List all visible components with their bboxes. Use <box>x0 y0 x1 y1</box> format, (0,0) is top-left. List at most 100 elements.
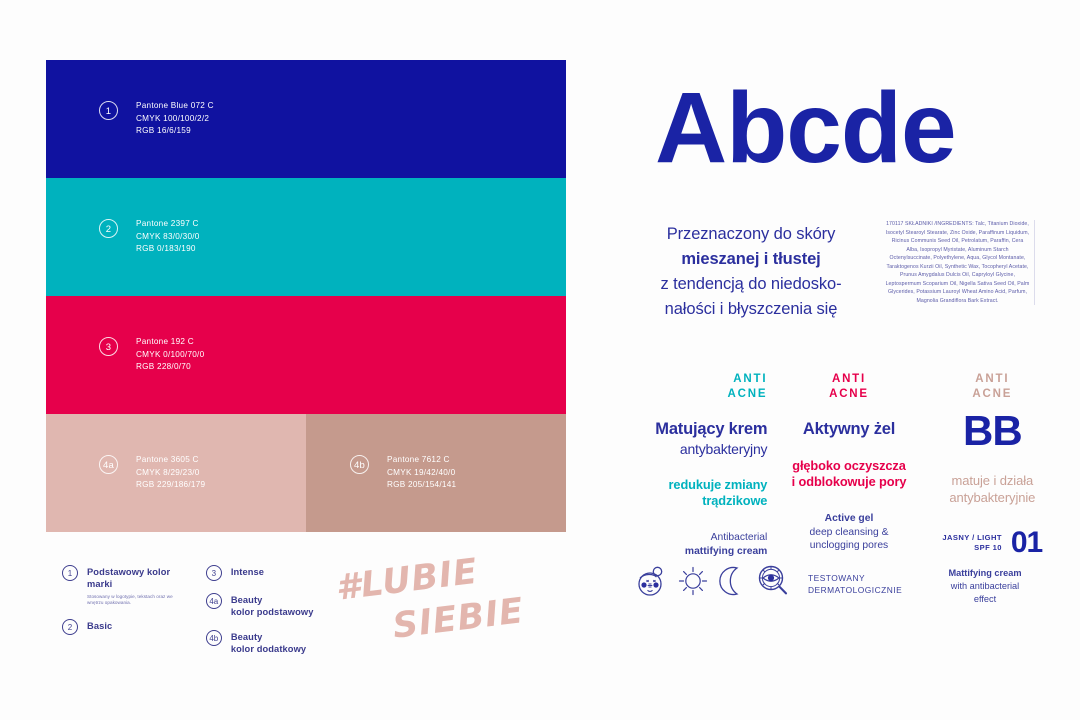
description-line-4: nałości i błyszczenia się <box>664 300 838 318</box>
swatch-badge: 3 <box>99 337 118 357</box>
swatch-pantone-3605: 4a Pantone 3605 C CMYK 8/29/23/0 RGB 229… <box>46 414 306 532</box>
moon-icon <box>718 565 746 602</box>
eyebrow-line-2: ACNE <box>727 387 768 400</box>
legend-sublabel: Stosowany w logotypie, tekstach oraz we … <box>87 594 173 606</box>
product-title-bold: Aktywny żel <box>802 420 896 438</box>
product-column-mattifying-cream: ANTI ACNE Matujący krem antybakteryjny r… <box>624 372 777 558</box>
swatch-cmyk: CMYK 83/0/30/0 <box>136 231 200 241</box>
legend-item-primary: 1 Podstawowy kolor marki Stosowany w log… <box>62 565 190 607</box>
swatch-pantone: Pantone Blue 072 C <box>136 101 214 111</box>
footer-claim-line-2: with antibacterial <box>950 581 1020 591</box>
legend-badge: 3 <box>205 565 222 581</box>
eyebrow-anti-acne: ANTI ACNE <box>624 372 767 401</box>
swatch-rgb: RGB 16/6/159 <box>136 126 191 136</box>
product-en-line-2: deep cleansing & <box>809 526 889 538</box>
swatch-pantone: Pantone 2397 C <box>136 219 199 229</box>
product-column-active-gel: ANTI ACNE Aktywny żel głęboko oczyszcza … <box>777 372 920 558</box>
description-line-1: Przeznaczony do skóry <box>666 225 836 243</box>
legend-label-line2: kolor dodatkowy <box>230 644 307 654</box>
swatch-rgb: RGB 205/154/141 <box>387 480 457 490</box>
product-claim-line-2: trądzikowe <box>702 493 768 508</box>
product-description: Przeznaczony do skóry mieszanej i tłuste… <box>636 222 866 322</box>
legend-item-beauty-secondary: 4b Beauty kolor dodatkowy <box>205 630 322 655</box>
swatch-rgb: RGB 228/0/70 <box>136 362 191 372</box>
product-en-line-1: Antibacterial <box>710 532 768 543</box>
product-column-bb-cream: ANTI ACNE BB matuje i działa antybaktery… <box>921 372 1064 558</box>
tested-line-1: TESTOWANY <box>808 572 866 583</box>
product-title-light: antybakteryjny <box>679 441 768 457</box>
product-variants-row: ANTI ACNE Matujący krem antybakteryjny r… <box>624 372 1064 558</box>
eyebrow-anti-acne: ANTI ACNE <box>777 372 920 401</box>
swatch-badge: 4b <box>350 455 369 475</box>
legend-badge: 2 <box>62 618 78 635</box>
swatch-rgb: RGB 0/183/190 <box>136 244 196 254</box>
product-claim: głęboko oczyszcza i odblokowuje pory <box>777 458 920 490</box>
swatch-cmyk: CMYK 8/29/23/0 <box>136 467 200 477</box>
legend-label: Basic <box>87 620 113 631</box>
legend-item-intense: 3 Intense <box>205 565 322 581</box>
product-title-bold: Matujący krem <box>655 420 768 438</box>
legend-badge: 4a <box>205 593 222 609</box>
product-claim-english: Antibacterial mattifying cream <box>624 531 767 558</box>
product-claim: matuje i działa antybakteryjnie <box>921 472 1064 506</box>
swatch-pantone-7612: 4b Pantone 7612 C CMYK 19/42/40/0 RGB 20… <box>306 414 566 532</box>
shade-number: 01 <box>1010 526 1043 559</box>
swatch-pantone: Pantone 3605 C <box>136 455 199 465</box>
swatch-row-beauty: 4a Pantone 3605 C CMYK 8/29/23/0 RGB 229… <box>46 414 566 532</box>
eyebrow-anti-acne: ANTI ACNE <box>921 372 1064 401</box>
footer-claim-line-1: Mattifying cream <box>948 568 1022 578</box>
eyebrow-line-2: ACNE <box>972 387 1013 400</box>
product-title: Aktywny żel <box>777 419 920 439</box>
swatch-meta: Pantone Blue 072 C CMYK 100/100/2/2 RGB … <box>136 100 214 137</box>
description-line-2: mieszanej i tłustej <box>681 250 821 268</box>
legend-column-right: 3 Intense 4a Beauty kolor podstawowy 4b … <box>205 565 322 667</box>
shade-line-1: JASNY / LIGHT <box>942 532 1002 542</box>
footer-product-claim: Mattifying cream with antibacterial effe… <box>925 567 1045 606</box>
swatch-meta: Pantone 7612 C CMYK 19/42/40/0 RGB 205/1… <box>387 454 456 491</box>
swatch-pantone-blue-072: 1 Pantone Blue 072 C CMYK 100/100/2/2 RG… <box>46 60 566 178</box>
swatch-rgb: RGB 229/186/179 <box>136 480 206 490</box>
legend-badge: 4b <box>205 630 222 646</box>
face-icon <box>634 564 668 603</box>
product-en-line-1: Active gel <box>824 513 874 524</box>
hashtag-lockup: #LUBIE SIEBIE <box>334 552 566 655</box>
shade-indicator: JASNY / LIGHT SPF 10 01 <box>921 528 1064 558</box>
swatch-meta: Pantone 192 C CMYK 0/100/70/0 RGB 228/0/… <box>136 336 204 373</box>
product-claim-english: Active gel deep cleansing & unclogging p… <box>777 512 920 553</box>
brand-wordmark: Abcde <box>655 72 957 184</box>
product-claim-line-1: głęboko oczyszcza <box>792 458 906 473</box>
certification-icon-row: TESTOWANY DERMATOLOGICZNIE <box>634 563 902 604</box>
ingredients-list: 170117 SKŁADNIKI /INGREDIENTS: Talc, Tit… <box>885 220 1035 305</box>
legend-label: Podstawowy kolor marki <box>87 567 171 589</box>
legend-badge: 1 <box>62 565 78 581</box>
dermatology-eye-icon <box>755 563 791 604</box>
legend-label-line1: Beauty <box>230 595 263 605</box>
product-title: Matujący krem antybakteryjny <box>624 419 767 458</box>
legend-column-left: 1 Podstawowy kolor marki Stosowany w log… <box>62 565 190 667</box>
color-legend: 1 Podstawowy kolor marki Stosowany w log… <box>62 565 322 667</box>
product-claim-line-1: redukuje zmiany <box>668 477 768 492</box>
legend-label-line2: kolor podstawowy <box>230 607 314 617</box>
eyebrow-line-1: ANTI <box>733 373 768 385</box>
product-claim-line-2: i odblokowuje pory <box>791 474 907 489</box>
packaging-layout-panel: Abcde Przeznaczony do skóry mieszanej i … <box>600 0 1080 720</box>
sun-icon <box>677 565 709 602</box>
product-en-line-2: mattifying cream <box>684 545 768 557</box>
product-en-line-3: unclogging pores <box>809 540 889 551</box>
color-swatch-panel: 1 Pantone Blue 072 C CMYK 100/100/2/2 RG… <box>46 60 566 532</box>
dermatologically-tested-label: TESTOWANY DERMATOLOGICZNIE <box>808 572 902 596</box>
swatch-badge: 1 <box>99 101 118 121</box>
swatch-badge: 2 <box>99 219 118 239</box>
shade-text: JASNY / LIGHT SPF 10 <box>942 533 1002 554</box>
product-claim-line-2: antybakteryjnie <box>949 490 1036 505</box>
swatch-pantone: Pantone 7612 C <box>387 455 450 465</box>
tested-line-2: DERMATOLOGICZNIE <box>808 584 903 595</box>
swatch-meta: Pantone 3605 C CMYK 8/29/23/0 RGB 229/18… <box>136 454 205 491</box>
shade-line-2: SPF 10 <box>974 543 1002 552</box>
product-claim: redukuje zmiany trądzikowe <box>624 477 768 509</box>
swatch-meta: Pantone 2397 C CMYK 83/0/30/0 RGB 0/183/… <box>136 218 200 255</box>
bb-mark: BB <box>962 407 1023 454</box>
eyebrow-line-1: ANTI <box>831 373 866 385</box>
product-claim-line-1: matuje i działa <box>951 473 1034 488</box>
